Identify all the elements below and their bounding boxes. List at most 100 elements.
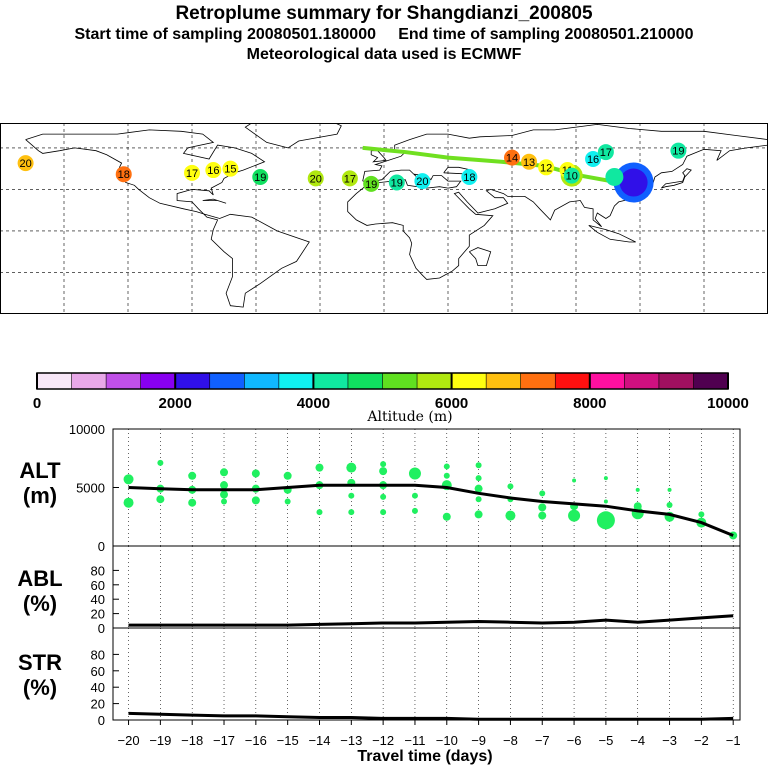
- alt-panel-label: ALT (m): [19, 458, 61, 508]
- coastline: [469, 247, 492, 266]
- plume-day-label: 13: [523, 157, 535, 169]
- colorbar-label: Altitude (m): [367, 409, 453, 425]
- x-tick-label: −19: [149, 733, 171, 748]
- plume-marker: [17, 155, 34, 172]
- scatter-point: [603, 499, 608, 504]
- plume-marker: [563, 167, 580, 184]
- sampling-times: Start time of sampling 20080501.180000 E…: [74, 26, 694, 43]
- scatter-point: [667, 487, 672, 492]
- scatter-point: [346, 462, 357, 473]
- plume-marker: [363, 175, 380, 192]
- colorbar-tick-label: 8000: [573, 395, 606, 410]
- plume-source-inner: [619, 168, 648, 197]
- coastline: [244, 123, 342, 149]
- scatter-point: [283, 471, 292, 480]
- plume-marker: [585, 150, 602, 167]
- met-data-note: Meteorological data used is ECMWF: [246, 46, 522, 63]
- y-tick-label: 80: [91, 647, 105, 662]
- scatter-point: [572, 478, 577, 483]
- scatter-point: [698, 511, 705, 518]
- y-tick-label: 60: [91, 578, 105, 593]
- x-tick-label: −1: [726, 733, 741, 748]
- plume-day-label: 12: [540, 162, 552, 174]
- x-tick-label: −7: [535, 733, 550, 748]
- x-tick-label: −16: [245, 733, 267, 748]
- y-tick-label: 20: [91, 607, 105, 622]
- plume-day-label: 10: [566, 171, 578, 183]
- x-tick-label: −10: [436, 733, 458, 748]
- colorbar-swatch: [313, 373, 349, 389]
- scatter-point: [411, 507, 418, 514]
- plume-day-label: 15: [224, 164, 236, 176]
- scatter-point: [538, 503, 547, 512]
- scatter-point: [156, 495, 165, 504]
- scatter-point: [348, 492, 355, 499]
- x-tick-label: −4: [630, 733, 645, 748]
- x-tick-label: −13: [340, 733, 362, 748]
- coastline: [362, 123, 768, 182]
- coastline: [370, 150, 387, 163]
- scatter-point: [568, 509, 581, 522]
- chart-title: Retroplume summary for Shangdianzi_20080…: [175, 3, 593, 24]
- scatter-point: [474, 510, 483, 519]
- y-tick-label: 0: [98, 713, 105, 728]
- x-tick-label: −5: [598, 733, 613, 748]
- plume-day-label: 19: [391, 178, 403, 190]
- series-line: [128, 614, 734, 627]
- colorbar-swatch: [451, 373, 487, 389]
- colorbar-swatch: [71, 373, 107, 389]
- scatter-point: [348, 509, 355, 516]
- y-tick-label: 0: [98, 539, 105, 554]
- x-tick-label: −6: [567, 733, 582, 748]
- scatter-point: [123, 474, 134, 485]
- abl-panel-label: ABL (%): [17, 566, 63, 616]
- plume-marker: [222, 160, 239, 177]
- scatter-point: [220, 481, 229, 490]
- x-tick-label: −2: [694, 733, 709, 748]
- scatter-point: [157, 459, 164, 466]
- panel-frame: [112, 545, 741, 629]
- scatter-point: [443, 463, 450, 470]
- plume-day-label: 17: [344, 173, 356, 185]
- plume-day-label: 16: [587, 154, 599, 166]
- colorbar-swatch: [37, 373, 72, 389]
- scatter-point: [505, 510, 516, 521]
- colorbar-swatch: [347, 373, 383, 389]
- x-tick-label: −17: [213, 733, 235, 748]
- scatter-point: [507, 483, 514, 490]
- y-tick-label: 20: [91, 697, 105, 712]
- plume-day-label: 17: [186, 168, 198, 180]
- scatter-point: [442, 512, 451, 521]
- scatter-point: [408, 467, 421, 480]
- colorbar-swatch: [624, 373, 660, 389]
- plume-marker: [252, 168, 269, 185]
- x-tick-label: −18: [181, 733, 203, 748]
- coastline: [588, 225, 636, 243]
- scatter-point: [251, 469, 260, 478]
- scatter-point: [284, 498, 291, 505]
- colorbar-swatch: [175, 373, 211, 389]
- x-tick-label: −9: [471, 733, 486, 748]
- colorbar-swatch: [520, 373, 556, 389]
- colorbar-swatch: [382, 373, 418, 389]
- y-tick-label: 80: [91, 563, 105, 578]
- y-tick-label: 40: [91, 680, 105, 695]
- plume-marker: [341, 170, 358, 187]
- y-tick-label: 5000: [76, 481, 105, 496]
- x-tick-label: −3: [662, 733, 677, 748]
- plume-blob: [605, 167, 624, 186]
- colorbar-swatch: [278, 373, 314, 389]
- plume-day-label: 17: [600, 147, 612, 159]
- plume-marker: [307, 170, 324, 187]
- scatter-point: [443, 472, 450, 479]
- plume-marker: [504, 149, 520, 166]
- y-tick-label: 0: [98, 621, 105, 636]
- panel-frame: [112, 627, 741, 721]
- colorbar-swatch: [589, 373, 625, 389]
- plume-marker: [205, 162, 222, 179]
- scatter-point: [635, 487, 640, 492]
- x-axis-label: Travel time (days): [357, 748, 493, 765]
- x-tick-label: −11: [404, 733, 425, 748]
- plume-marker: [388, 174, 405, 191]
